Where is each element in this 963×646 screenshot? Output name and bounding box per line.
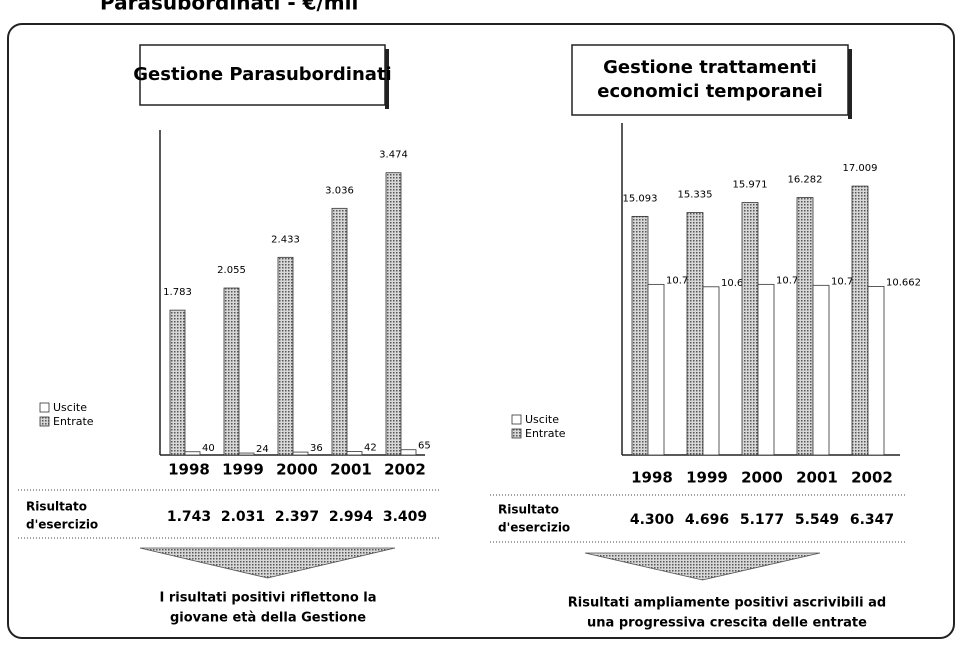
x-tick-label: 1998 [168, 461, 210, 479]
title-shadow [848, 49, 852, 119]
bar [686, 212, 704, 456]
value-label: 10.662 [886, 277, 921, 288]
value-label: 15.335 [678, 190, 713, 201]
bar [292, 451, 309, 456]
result-value: 4.696 [685, 512, 729, 528]
result-value: 5.177 [740, 512, 784, 528]
note: una progressiva crescita delle entrate [587, 616, 867, 631]
legend-swatch [511, 414, 522, 425]
bar [184, 451, 201, 456]
bar [757, 283, 775, 456]
bar [238, 452, 255, 456]
result-label: d'esercizio [498, 521, 570, 535]
bar [400, 449, 417, 456]
bar [223, 287, 240, 456]
result-label: d'esercizio [26, 518, 98, 532]
value-label: 1.783 [163, 287, 192, 298]
bar [741, 202, 759, 456]
chart-title: Gestione trattamenti [603, 57, 817, 78]
frame [7, 23, 955, 639]
bar [346, 451, 363, 456]
value-label: 3.474 [379, 150, 408, 161]
bar [385, 172, 402, 456]
note: giovane età della Gestione [170, 611, 366, 626]
legend-swatch [511, 428, 522, 439]
note: I risultati positivi riflettono la [159, 591, 376, 606]
page-title: Parasubordinati - €/mil [100, 0, 358, 15]
x-tick-label: 2000 [741, 469, 783, 487]
title-shadow [385, 49, 389, 109]
legend-swatch [39, 416, 50, 427]
x-tick-label: 1999 [686, 469, 728, 487]
value-label: 24 [256, 444, 269, 455]
value-label: 40 [202, 443, 215, 454]
value-label: 2.433 [271, 234, 300, 245]
result-value: 2.994 [329, 509, 374, 525]
bar [631, 215, 649, 456]
value-label: 3.036 [325, 185, 354, 196]
legend-label: Uscite [53, 401, 87, 414]
bar [796, 197, 814, 456]
result-label: Risultato [498, 503, 559, 517]
chart-title: Gestione Parasubordinati [133, 64, 391, 85]
bar [812, 284, 830, 456]
result-value: 1.743 [167, 509, 211, 525]
result-value: 3.409 [383, 509, 427, 525]
value-label: 36 [310, 443, 323, 454]
x-tick-label: 2001 [330, 461, 372, 479]
bar [867, 286, 885, 456]
arrow [139, 547, 396, 579]
legend-label: Uscite [525, 413, 559, 426]
chart-title: economici temporanei [597, 81, 823, 102]
result-value: 6.347 [850, 512, 894, 528]
bar [702, 286, 720, 456]
bar [169, 309, 186, 456]
title-box [571, 44, 849, 116]
result-value: 5.549 [795, 512, 839, 528]
result-value: 2.031 [221, 509, 265, 525]
value-label: 16.282 [788, 175, 823, 186]
value-label: 10.794 [776, 275, 811, 286]
x-tick-label: 1998 [631, 469, 673, 487]
value-label: 15.971 [733, 180, 768, 191]
bar [851, 185, 869, 456]
x-tick-label: 2001 [796, 469, 838, 487]
value-label: 10.639 [721, 278, 756, 289]
value-label: 2.055 [217, 265, 246, 276]
x-tick-label: 2002 [384, 461, 426, 479]
bar [331, 207, 348, 456]
title-box [139, 44, 386, 106]
value-label: 10.733 [831, 276, 866, 287]
x-tick-label: 2002 [851, 469, 893, 487]
value-label: 15.093 [623, 193, 658, 204]
legend-label: Entrate [53, 415, 94, 428]
result-value: 4.300 [630, 512, 675, 528]
result-label: Risultato [26, 500, 87, 514]
arrow [584, 552, 821, 581]
x-tick-label: 2000 [276, 461, 318, 479]
value-label: 65 [418, 441, 431, 452]
value-label: 10.793 [666, 275, 701, 286]
bar [647, 283, 665, 456]
x-tick-label: 1999 [222, 461, 264, 479]
value-label: 42 [364, 443, 377, 454]
result-value: 2.397 [275, 509, 319, 525]
bar [277, 256, 294, 456]
legend-swatch [39, 402, 50, 413]
legend-label: Entrate [525, 427, 566, 440]
value-label: 17.009 [843, 163, 878, 174]
note: Risultati ampliamente positivi ascrivibi… [568, 596, 886, 611]
